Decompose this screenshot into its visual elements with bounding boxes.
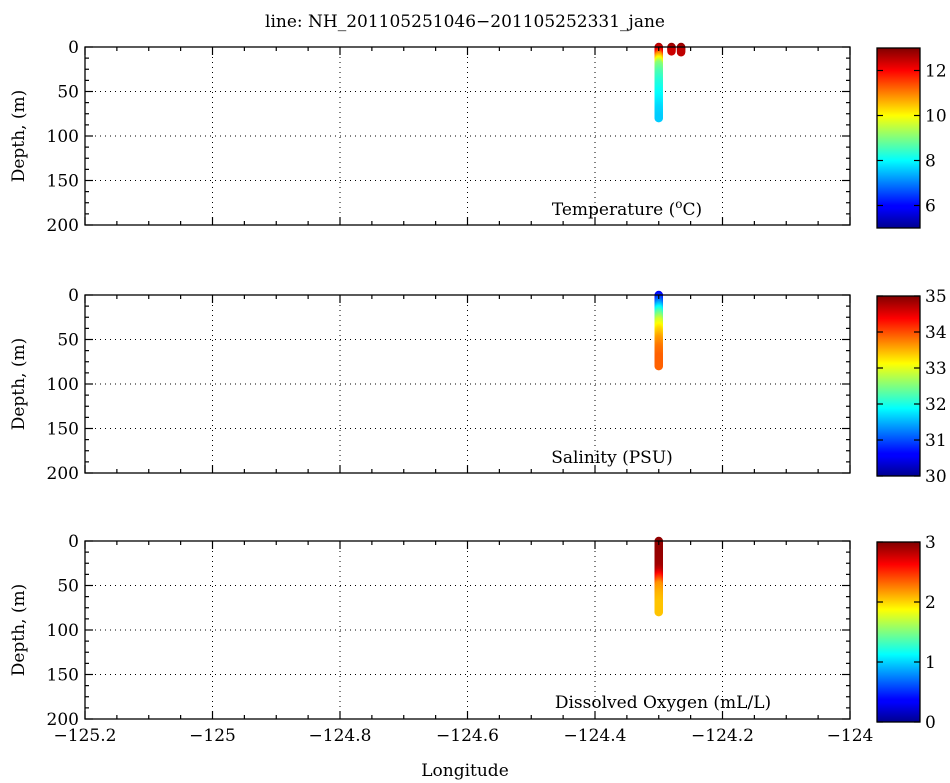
salinity-colorbar-tick-label: 31	[925, 431, 947, 451]
oxygen-y-axis-label: Depth, (m)	[9, 584, 29, 677]
x-tick-label: −124.8	[309, 726, 372, 746]
salinity-colorbar	[877, 296, 920, 476]
temperature-data-point	[676, 48, 686, 57]
temperature-y-axis-label: Depth, (m)	[9, 90, 29, 183]
temperature-y-tick-label: 50	[57, 83, 79, 103]
x-tick-label: −124.4	[564, 726, 627, 746]
temperature-ticks	[84, 46, 851, 226]
salinity-colorbar-tick-label: 32	[925, 395, 947, 415]
temperature-data-point	[667, 47, 676, 56]
temperature-panel: 0 50 100 150 200 Depth, (m) Temperature (oC) 6 8…	[9, 38, 947, 236]
oxygen-colorbar	[877, 542, 920, 722]
temperature-colorbar-tick-label: 12	[925, 62, 947, 82]
temperature-y-tick-label: 0	[68, 38, 79, 58]
chart-title: line: NH_201105251046−201105252331_jane	[265, 12, 665, 32]
salinity-colorbar-tick-label: 30	[925, 467, 947, 487]
salinity-colorbar-tick-label: 34	[925, 323, 947, 343]
x-tick-label: −125	[189, 726, 236, 746]
salinity-points	[654, 290, 663, 371]
oxygen-data-point	[654, 608, 663, 617]
x-tick-label: −125.2	[54, 726, 117, 746]
oxygen-ticks	[84, 540, 851, 720]
oxygen-y-tick-label: 50	[57, 577, 79, 597]
salinity-y-tick-label: 100	[47, 375, 79, 395]
temperature-colorbar-tick-label: 6	[925, 197, 936, 217]
oxygen-panel: 0 50 100 150 200 Depth, (m) Dissolved Oxygen (…	[9, 532, 936, 746]
x-axis-label: Longitude	[421, 761, 509, 781]
salinity-y-axis-label: Depth, (m)	[9, 338, 29, 431]
oxygen-colorbar-tick-label: 2	[925, 593, 936, 613]
salinity-colorbar-frame	[876, 295, 921, 477]
temperature-y-tick-label: 100	[47, 127, 79, 147]
oxygen-y-tick-label: 100	[47, 621, 79, 641]
x-tick-label: −124.2	[691, 726, 754, 746]
salinity-y-tick-label: 200	[47, 464, 79, 484]
salinity-y-tick-label: 150	[47, 420, 79, 440]
salinity-colorbar-tick-label: 33	[925, 359, 947, 379]
salinity-grid	[85, 295, 850, 473]
temperature-grid	[85, 47, 850, 225]
oxygen-colorbar-frame	[876, 541, 921, 723]
oxygen-colorbar-tick-label: 3	[925, 533, 936, 553]
salinity-colorbar-tick-label: 35	[925, 287, 947, 307]
oxygen-y-tick-label: 0	[68, 532, 79, 552]
salinity-ticks	[84, 294, 851, 474]
oxygen-points	[654, 536, 663, 617]
oxygen-y-tick-label: 200	[47, 710, 79, 730]
x-tick-label: −124	[827, 726, 874, 746]
salinity-panel: 0 50 100 150 200 Depth, (m) Salinity (PSU) 30 31…	[9, 286, 947, 487]
salinity-y-tick-label: 0	[68, 286, 79, 306]
salinity-y-tick-label: 50	[57, 331, 79, 351]
temperature-colorbar-tick-label: 10	[925, 107, 947, 127]
x-tick-label: −124.6	[436, 726, 499, 746]
temperature-colorbar-tick-label: 8	[925, 152, 936, 172]
temperature-colorbar	[877, 48, 920, 228]
oxygen-panel-label: Dissolved Oxygen (mL/L)	[555, 693, 771, 713]
temperature-colorbar-frame	[876, 47, 921, 229]
oxygen-y-tick-label: 150	[47, 666, 79, 686]
oxygen-colorbar-tick-label: 0	[925, 713, 936, 733]
temperature-data-point	[654, 114, 663, 123]
temperature-points	[654, 42, 686, 123]
oxygen-colorbar-tick-label: 1	[925, 653, 936, 673]
temperature-panel-label: Temperature (oC)	[552, 197, 702, 220]
temperature-y-tick-label: 200	[47, 216, 79, 236]
salinity-data-point	[654, 362, 663, 371]
salinity-panel-label: Salinity (PSU)	[551, 448, 673, 468]
temperature-y-tick-label: 150	[47, 172, 79, 192]
